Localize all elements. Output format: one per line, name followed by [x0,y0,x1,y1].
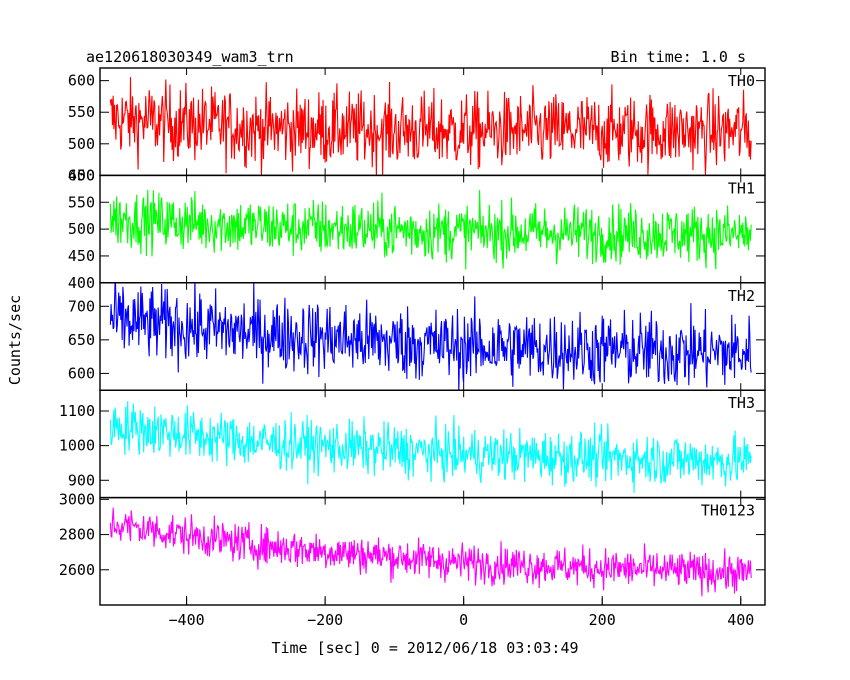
y-axis-label: Counts/sec [6,295,24,385]
x-tick-label: −200 [307,611,343,629]
y-tick-label: 500 [68,220,95,238]
panels-group: 450 500 550 600 TH0 400 450 500 550 600 TH1 600 650 7… [59,67,766,606]
x-tick-label: 0 [459,611,468,629]
series-label-th2: TH2 [728,287,755,305]
y-tick-label: 450 [68,247,95,265]
y-tick-label: 2600 [59,561,95,579]
series-label-th0: TH0 [728,72,755,90]
y-tick-label: 1100 [59,402,95,420]
series-line-th0123 [109,507,752,597]
series-label-th3: TH3 [728,394,755,412]
y-tick-label: 650 [68,331,95,349]
y-tick-label: 450 [68,166,95,184]
series-label-th0123: TH0123 [701,502,755,520]
y-tick-label: 2800 [59,526,95,544]
series-line-th0 [109,77,752,176]
y-tick-label: 550 [68,193,95,211]
panel-th0: 450 500 550 600 TH0 [68,67,766,184]
y-tick-label: 3000 [59,490,95,508]
panel-th2: 600 650 700 TH2 [68,282,766,391]
y-tick-label: 900 [68,471,95,489]
panel-th0123: 2600 2800 3000 TH0123 [59,490,766,606]
x-tick-label: −400 [169,611,205,629]
y-tick-label: 600 [68,72,95,90]
y-tick-label: 700 [68,297,95,315]
series-label-th1: TH1 [728,179,755,197]
x-tick-label: 400 [727,611,754,629]
bin-time-label: Bin time: 1.0 s [611,48,746,66]
y-tick-label: 1000 [59,437,95,455]
panel-th3: 900 1000 1100 TH3 [59,389,766,499]
y-tick-label: 500 [68,135,95,153]
y-tick-label: 400 [68,274,95,292]
x-axis: −400 −200 0 200 400 [169,596,754,629]
panel-th1: 400 450 500 550 600 TH1 [68,166,766,292]
series-line-th2 [109,282,752,391]
y-tick-label: 600 [68,166,95,184]
series-line-th3 [109,401,752,493]
y-tick-label: 600 [68,364,95,382]
panel-frame [99,496,766,606]
x-tick-label: 200 [589,611,616,629]
file-label: ae120618030349_wam3_trn [86,48,294,66]
x-axis-label: Time [sec] 0 = 2012/06/18 03:03:49 [271,639,578,657]
y-tick-label: 550 [68,103,95,121]
series-line-th1 [109,189,752,270]
